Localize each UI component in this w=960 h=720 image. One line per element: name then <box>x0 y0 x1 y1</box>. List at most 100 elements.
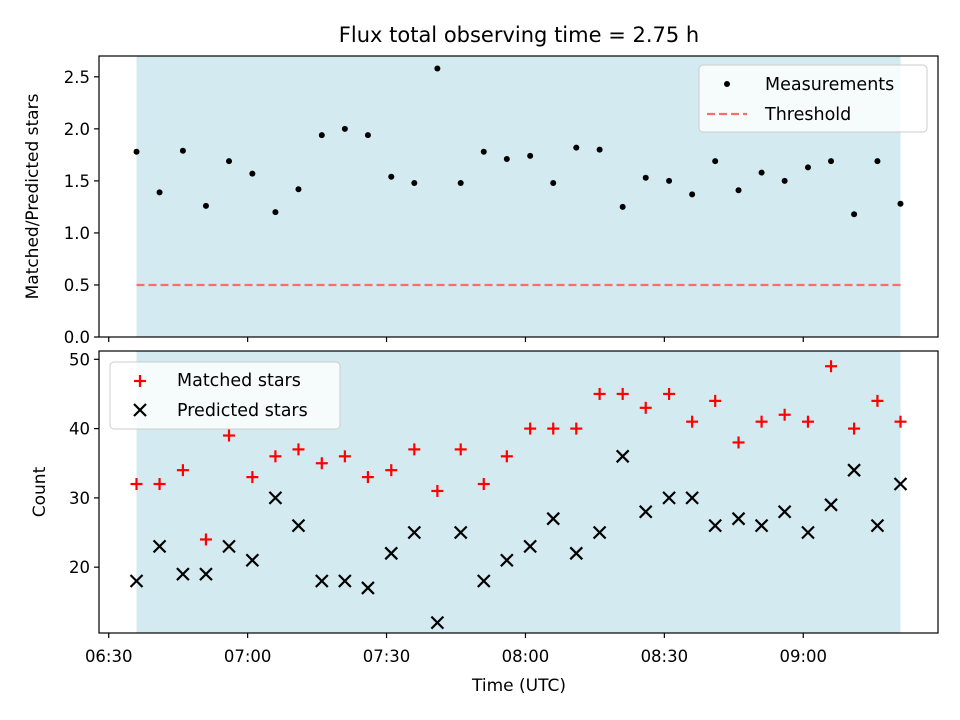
predicted-marker-stroke <box>176 567 190 581</box>
matched-star-marker <box>709 394 722 407</box>
predicted-marker-stroke <box>361 581 375 595</box>
matched-star-marker <box>848 422 861 435</box>
predicted-star-marker <box>801 525 815 540</box>
predicted-star-marker <box>662 491 676 505</box>
predicted-star-marker <box>315 574 329 588</box>
matched-star-marker <box>176 464 189 477</box>
x-tick-label: 07:30 <box>363 647 411 666</box>
predicted-marker-stroke <box>453 525 468 540</box>
measurement-point <box>550 179 557 186</box>
measurements-legend-label: Measurements <box>765 75 894 95</box>
measurement-point <box>156 189 163 196</box>
matched-star-marker <box>663 387 676 400</box>
predicted-star-marker <box>546 511 561 526</box>
x-tick-label: 08:30 <box>641 647 689 666</box>
predicted-star-marker <box>685 491 699 505</box>
matched-star-marker <box>246 471 259 484</box>
predicted-star-marker <box>754 518 769 533</box>
predicted-star-marker <box>500 553 514 568</box>
predicted-marker-stroke <box>315 574 329 588</box>
predicted-star-marker <box>152 539 167 554</box>
measurement-point <box>596 146 603 153</box>
matched-star-marker <box>871 394 884 407</box>
predicted-star-marker <box>893 477 908 491</box>
predicted-marker-stroke <box>129 574 144 588</box>
predicted-marker-stroke <box>777 504 792 519</box>
predicted-marker-stroke <box>384 546 399 561</box>
y-tick-label: 20 <box>69 558 90 577</box>
ratio-legend: Measurements Threshold <box>698 64 928 133</box>
matched-star-marker <box>292 443 305 456</box>
matched-star-marker <box>385 464 398 477</box>
matched-star-marker <box>616 387 629 400</box>
measurement-point <box>295 186 302 193</box>
measurement-point <box>573 144 580 151</box>
matched-star-marker <box>825 360 838 373</box>
ratio-axes-frame <box>98 55 939 338</box>
predicted-star-marker <box>407 525 422 540</box>
predicted-star-marker <box>222 539 236 554</box>
predicted-star-marker <box>476 574 491 588</box>
predicted-star-marker <box>176 567 190 581</box>
counts-axes-frame <box>98 350 939 634</box>
matched-star-marker <box>315 457 328 470</box>
ratio-panel: 0.0 0.5 1.0 1.5 2.0 2.5 Matched/Predicted sta… <box>23 55 939 347</box>
predicted-star-marker <box>338 574 352 588</box>
matched-star-marker <box>199 533 212 546</box>
measurement-point <box>527 152 534 159</box>
matched-star-marker <box>732 436 745 449</box>
predicted-marker-stroke <box>662 491 676 505</box>
matched-star-marker <box>778 408 791 421</box>
predicted-star-marker <box>129 574 144 588</box>
matched-star-marker <box>755 415 768 428</box>
predicted-marker-stroke <box>199 567 213 581</box>
x-tick-label: 06:30 <box>85 647 133 666</box>
chart-title: Flux total observing time = 2.75 h <box>339 23 699 47</box>
measurement-point <box>457 179 464 186</box>
predicted-marker-stroke <box>847 463 861 477</box>
y-tick-label: 50 <box>69 350 90 369</box>
measurement-point <box>364 132 371 139</box>
measurement-point <box>249 170 256 177</box>
measurement-point <box>804 164 811 171</box>
matched-star-marker <box>454 443 467 456</box>
predicted-star-marker <box>268 491 283 505</box>
measurement-point <box>689 191 696 198</box>
predicted-star-marker <box>708 518 722 533</box>
predicted-marker-stroke <box>222 539 236 554</box>
predicted-star-marker <box>361 581 375 595</box>
measurement-point <box>874 158 881 165</box>
predicted-marker-stroke <box>824 498 838 512</box>
predicted-legend-label: Predicted stars <box>177 401 308 421</box>
predicted-star-marker <box>847 463 861 477</box>
matched-legend-marker <box>134 375 146 387</box>
predicted-star-marker <box>523 539 537 554</box>
predicted-star-marker <box>453 525 468 540</box>
predicted-legend-marker <box>133 403 147 417</box>
predicted-marker-stroke <box>893 477 908 491</box>
y-tick-label: 1.5 <box>64 172 90 191</box>
predicted-star-marker <box>430 615 445 630</box>
ratio-y-axis-label: Matched/Predicted stars <box>23 93 43 299</box>
measurement-point <box>758 169 765 176</box>
measurement-point <box>388 173 395 180</box>
measurement-point <box>735 187 742 194</box>
predicted-star-marker <box>245 553 260 568</box>
matched-legend-label: Matched stars <box>177 371 301 391</box>
measurement-point <box>712 158 719 165</box>
predicted-marker-stroke <box>245 553 260 568</box>
y-tick-label: 2.0 <box>64 120 90 139</box>
predicted-marker-stroke <box>291 518 306 533</box>
predicted-star-marker <box>199 567 213 581</box>
matched-star-marker <box>801 415 814 428</box>
predicted-star-marker <box>569 546 584 561</box>
threshold-legend-label: Threshold <box>764 105 851 125</box>
y-tick-label: 0.5 <box>64 276 90 295</box>
matched-star-marker <box>686 415 699 428</box>
matched-star-marker <box>894 415 907 428</box>
x-axis-label: Time (UTC) <box>471 676 566 696</box>
predicted-star-marker <box>592 525 607 540</box>
matched-star-marker <box>570 422 583 435</box>
